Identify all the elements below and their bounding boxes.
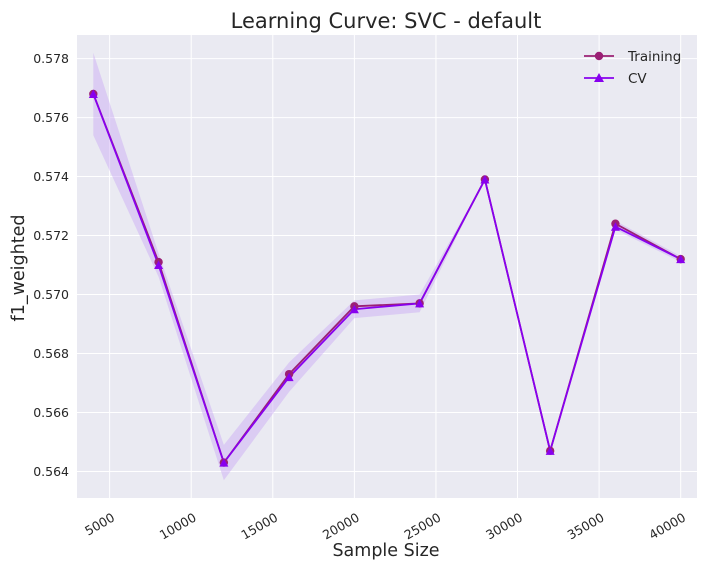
point-cv: [610, 222, 620, 231]
point-cv: [284, 372, 294, 382]
legend-label-training: Training: [627, 49, 681, 65]
y-tick-label: 0.574: [33, 169, 69, 184]
y-tick-label: 0.578: [33, 51, 69, 66]
series-lines: [92, 93, 682, 465]
point-cv: [415, 298, 425, 308]
y-axis-title: f1_weighted: [9, 215, 29, 322]
y-tick-label: 0.576: [33, 110, 69, 125]
series-markers: [88, 89, 686, 467]
plot-area: [77, 35, 697, 498]
point-cv: [480, 175, 490, 184]
x-axis-title: Sample Size: [332, 541, 439, 561]
point-cv: [219, 458, 229, 467]
point-cv: [545, 446, 555, 455]
point-cv: [88, 89, 98, 98]
legend-marker-training: [594, 51, 604, 61]
y-tick-label: 0.570: [33, 287, 69, 302]
legend-marker-cv: [594, 73, 604, 82]
grid-lines: [77, 35, 697, 498]
point-cv: [676, 254, 686, 264]
legend: Training CV: [584, 49, 681, 87]
y-tick-label: 0.572: [33, 228, 69, 243]
legend-label-cv: CV: [628, 71, 647, 87]
line-cv: [92, 93, 682, 465]
y-tick-labels: 0.564 0.566 0.568 0.570 0.572 0.574 0.576 0.578: [33, 51, 69, 479]
y-tick-label: 0.568: [33, 346, 69, 361]
y-tick-label: 0.566: [33, 405, 69, 420]
point-cv: [154, 260, 164, 270]
y-tick-label: 0.564: [33, 464, 69, 479]
point-cv: [349, 304, 359, 314]
chart-title: Learning Curve: SVC - default: [231, 9, 542, 33]
